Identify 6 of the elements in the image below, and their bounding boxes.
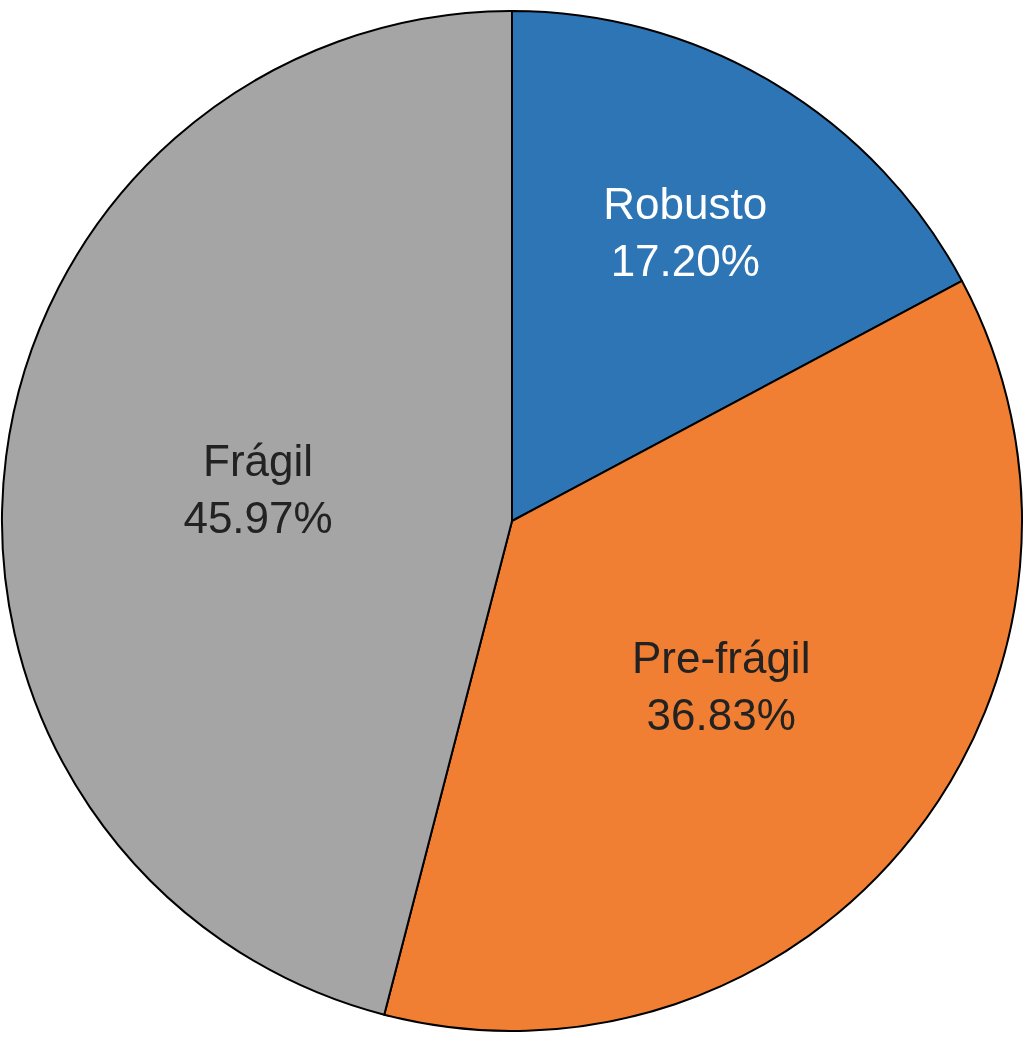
slice-label: Robusto — [603, 179, 768, 229]
data-label: 45.97% — [183, 492, 333, 542]
slice-label: Pre-frágil — [631, 632, 811, 682]
data-label: 17.20% — [610, 236, 760, 286]
slice-label: Frágil — [203, 435, 314, 485]
data-label: 36.83% — [646, 689, 796, 739]
